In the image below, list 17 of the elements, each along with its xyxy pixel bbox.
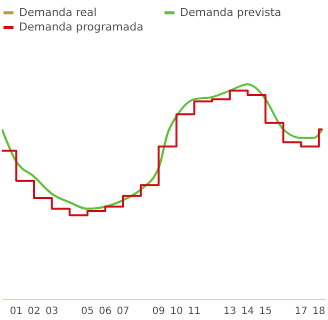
x-tick-label: 14 (241, 306, 254, 317)
x-tick-label: 07 (116, 306, 130, 317)
x-tick-label: 17 (294, 306, 308, 317)
x-tick-label: 10 (170, 306, 183, 317)
x-tick-label: 03 (45, 306, 58, 317)
legend-label: Demanda programada (19, 20, 144, 34)
x-tick-label: 02 (28, 306, 40, 317)
legend-label: Demanda prevista (180, 6, 282, 19)
legend-label: Demanda real (19, 6, 97, 19)
x-tick-label: 06 (98, 306, 112, 317)
x-tick-label: 18 (312, 306, 326, 317)
x-tick-label: 11 (188, 306, 201, 317)
x-tick-label: 09 (152, 306, 166, 317)
x-tick-label: 13 (224, 306, 236, 317)
x-tick-label: 15 (259, 306, 272, 317)
x-tick-label: 05 (81, 306, 94, 317)
x-tick-label: 01 (10, 306, 23, 317)
